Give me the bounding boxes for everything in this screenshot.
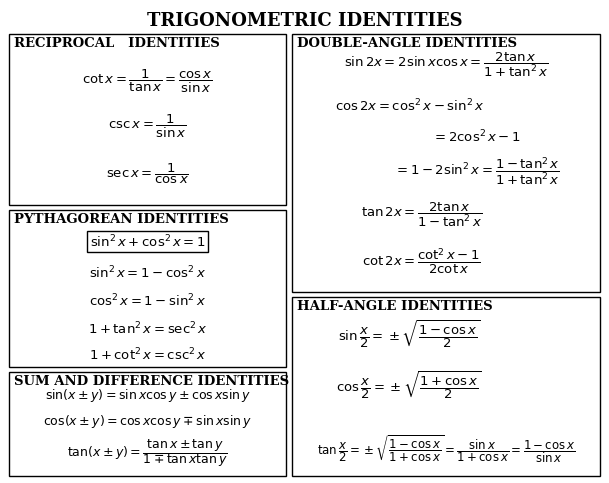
Text: $\cot 2x = \dfrac{\cot^2 x - 1}{2\cot x}$: $\cot 2x = \dfrac{\cot^2 x - 1}{2\cot x}… <box>362 246 481 276</box>
Text: $\sin^2 x = 1 - \cos^2 x$: $\sin^2 x = 1 - \cos^2 x$ <box>89 265 206 281</box>
Text: $= 1 - 2\sin^2 x = \dfrac{1 - \tan^2 x}{1 + \tan^2 x}$: $= 1 - 2\sin^2 x = \dfrac{1 - \tan^2 x}{… <box>394 155 560 187</box>
Text: $\sin 2x = 2\sin x \cos x = \dfrac{2\tan x}{1 + \tan^2 x}$: $\sin 2x = 2\sin x \cos x = \dfrac{2\tan… <box>344 51 548 79</box>
Text: $\sin^2 x + \cos^2 x = 1$: $\sin^2 x + \cos^2 x = 1$ <box>90 233 206 250</box>
Text: $\sin\dfrac{x}{2} = \pm\sqrt{\dfrac{1 - \cos x}{2}}$: $\sin\dfrac{x}{2} = \pm\sqrt{\dfrac{1 - … <box>338 318 481 351</box>
FancyBboxPatch shape <box>9 34 286 205</box>
FancyBboxPatch shape <box>292 297 600 476</box>
Text: $\sin(x \pm y) = \sin x \cos y \pm \cos x \sin y$: $\sin(x \pm y) = \sin x \cos y \pm \cos … <box>44 387 251 404</box>
FancyBboxPatch shape <box>9 210 286 367</box>
Text: $\cot x = \dfrac{1}{\tan x} = \dfrac{\cos x}{\sin x}$: $\cot x = \dfrac{1}{\tan x} = \dfrac{\co… <box>82 68 213 95</box>
Text: $\cos(x \pm y) = \cos x \cos y \mp \sin x \sin y$: $\cos(x \pm y) = \cos x \cos y \mp \sin … <box>43 413 252 430</box>
Text: $\cos 2x = \cos^2 x - \sin^2 x$: $\cos 2x = \cos^2 x - \sin^2 x$ <box>334 98 484 114</box>
Text: DOUBLE-ANGLE IDENTITIES: DOUBLE-ANGLE IDENTITIES <box>297 37 517 50</box>
Text: TRIGONOMETRIC IDENTITIES: TRIGONOMETRIC IDENTITIES <box>147 12 462 30</box>
FancyBboxPatch shape <box>292 34 600 292</box>
Text: $\csc x = \dfrac{1}{\sin x}$: $\csc x = \dfrac{1}{\sin x}$ <box>108 113 187 140</box>
Text: $\cos\dfrac{x}{2} = \pm\sqrt{\dfrac{1 + \cos x}{2}}$: $\cos\dfrac{x}{2} = \pm\sqrt{\dfrac{1 + … <box>336 370 482 402</box>
Text: HALF-ANGLE IDENTITIES: HALF-ANGLE IDENTITIES <box>297 300 493 313</box>
Text: $\tan(x \pm y) = \dfrac{\tan x \pm \tan y}{1 \mp \tan x \tan y}$: $\tan(x \pm y) = \dfrac{\tan x \pm \tan … <box>67 437 228 469</box>
Text: RECIPROCAL   IDENTITIES: RECIPROCAL IDENTITIES <box>14 37 220 50</box>
FancyBboxPatch shape <box>9 372 286 476</box>
Text: PYTHAGOREAN IDENTITIES: PYTHAGOREAN IDENTITIES <box>14 213 229 226</box>
Text: $1 + \tan^2 x = \sec^2 x$: $1 + \tan^2 x = \sec^2 x$ <box>88 321 208 338</box>
Text: $\tan 2x = \dfrac{2\tan x}{1 - \tan^2 x}$: $\tan 2x = \dfrac{2\tan x}{1 - \tan^2 x}… <box>361 200 482 229</box>
Text: $1 + \cot^2 x = \csc^2 x$: $1 + \cot^2 x = \csc^2 x$ <box>89 346 206 363</box>
Text: $\cos^2 x = 1 - \sin^2 x$: $\cos^2 x = 1 - \sin^2 x$ <box>89 293 206 310</box>
Text: $= 2\cos^2 x - 1$: $= 2\cos^2 x - 1$ <box>432 129 521 145</box>
Text: $\tan\dfrac{x}{2} = \pm\sqrt{\dfrac{1 - \cos x}{1 + \cos x}} = \dfrac{\sin x}{1 : $\tan\dfrac{x}{2} = \pm\sqrt{\dfrac{1 - … <box>317 433 576 465</box>
Text: $\sec x = \dfrac{1}{\cos x}$: $\sec x = \dfrac{1}{\cos x}$ <box>106 162 189 186</box>
Text: SUM AND DIFFERENCE IDENTITIES: SUM AND DIFFERENCE IDENTITIES <box>14 375 289 388</box>
